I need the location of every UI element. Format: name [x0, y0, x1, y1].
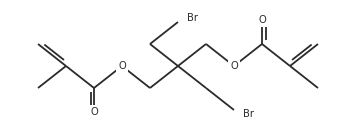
Text: Br: Br [187, 13, 198, 23]
Text: O: O [258, 15, 266, 25]
Text: Br: Br [242, 109, 253, 119]
Text: O: O [90, 107, 98, 117]
Text: O: O [230, 61, 238, 71]
Text: O: O [118, 61, 126, 71]
